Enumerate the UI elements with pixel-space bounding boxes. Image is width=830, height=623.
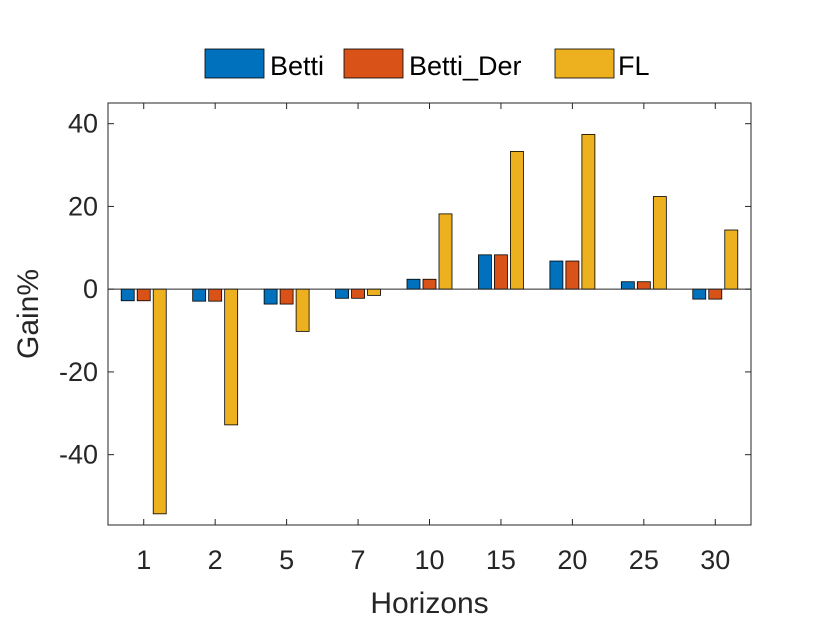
bar-betti-1 [120,288,135,302]
y-axis-title: Gain% [12,269,45,359]
bar-betti-der-15 [494,254,508,290]
legend-swatch-fl [554,48,615,79]
bar-betti-der-2 [208,288,223,302]
x-tick-label: 20 [557,545,587,575]
bar-betti-2 [192,288,207,302]
bar-betti-der-10 [422,278,437,290]
x-tick-label: 25 [629,545,659,575]
bar-betti-der-30 [708,288,723,300]
bar-betti-5 [263,288,278,305]
legend-label-betti: Betti [270,51,324,81]
bar-betti-der-1 [136,288,151,302]
legend-label-betti-der: Betti_Der [409,51,522,81]
bar-fl-30 [724,229,739,290]
bar-fl-5 [295,288,310,332]
bar-betti-25 [620,281,635,290]
bar-fl-7 [367,288,381,296]
bar-fl-20 [581,134,596,290]
y-tick-label: -40 [59,440,98,470]
x-tick-label: 5 [279,545,294,575]
plot-area [108,103,751,525]
y-tick-label: 20 [68,191,98,221]
bar-betti-7 [335,288,349,299]
x-tick-label: 30 [700,545,730,575]
bar-betti-20 [549,260,564,290]
bar-fl-25 [652,196,667,290]
bar-fl-15 [510,151,524,290]
x-tick-label: 7 [351,545,366,575]
x-tick-label: 10 [414,545,444,575]
x-tick-label: 2 [208,545,223,575]
bar-fl-2 [224,288,239,426]
bar-betti-10 [406,278,421,290]
bar-betti-30 [692,288,707,300]
bar-betti-der-7 [351,288,365,299]
x-axis-title: Horizons [370,587,488,620]
bar-fl-1 [152,288,167,515]
legend-label-fl: FL [618,51,650,81]
bar-betti-der-20 [565,260,580,290]
x-tick-label: 15 [486,545,516,575]
bar-betti-der-25 [636,281,651,290]
legend-swatch-betti [204,48,265,79]
y-tick-label: -20 [59,357,98,387]
y-tick-label: 40 [68,109,98,139]
bar-group [120,134,739,515]
x-tick-label: 1 [136,545,151,575]
bar-betti-15 [478,254,492,290]
bar-fl-10 [438,213,453,290]
bar-betti-der-5 [279,288,294,305]
legend-swatch-betti-der [343,48,404,79]
y-tick-label: 0 [83,274,98,304]
legend: Betti Betti_Der FL [192,39,662,89]
